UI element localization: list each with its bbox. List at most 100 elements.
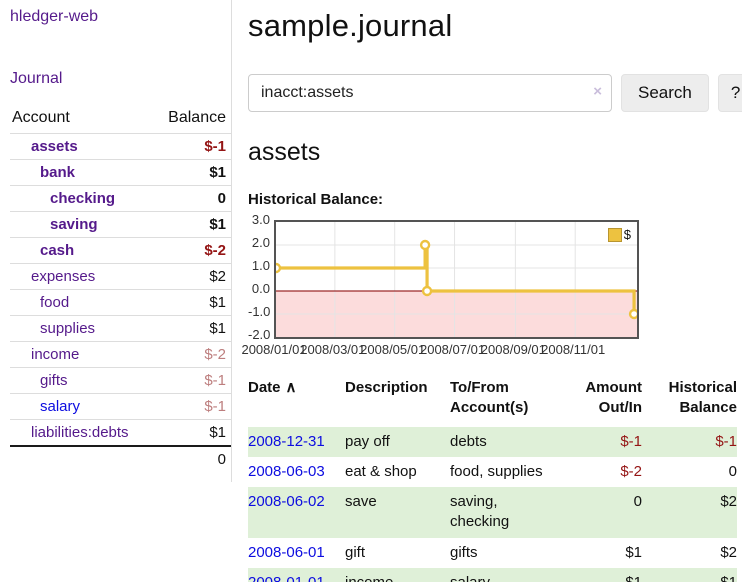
register-row: 2008-06-03 eat & shop food, supplies $-2… [248,457,737,487]
brand-link[interactable]: hledger-web [10,8,99,25]
account-row: food $1 [10,289,231,316]
account-link-saving[interactable]: saving [50,216,98,233]
account-link-liabilities-debts[interactable]: liabilities:debts [31,424,129,441]
transaction-amount: 0 [633,493,642,510]
transaction-date-link[interactable]: 2008-06-01 [248,543,325,561]
x-axis-tick: 2008/09/01 [480,342,546,357]
transaction-balance: $2 [720,543,737,561]
account-balance: $1 [209,164,226,181]
account-link-expenses[interactable]: expenses [31,268,96,285]
column-header-amount: Amount Out/In [585,379,642,417]
register-row: 2008-06-01 gift gifts $1 $2 [248,538,737,568]
chart-plot-area: $ [274,220,639,339]
account-row: assets $-1 [10,133,231,160]
account-row: liabilities:debts $1 [10,419,231,447]
transaction-accounts: debts [450,432,487,450]
account-balance: $1 [209,216,226,233]
account-row: salary $-1 [10,393,231,420]
account-link-food[interactable]: food [40,294,70,311]
column-header-date[interactable]: Date ∧ [248,379,297,396]
search-form: × Search ? [248,74,742,112]
transaction-description: eat & shop [345,462,417,480]
column-header-balance: Historical Balance [668,379,737,417]
transaction-description: income [345,568,450,582]
account-link-cash[interactable]: cash [40,242,75,259]
y-axis-tick: -1.0 [248,304,271,319]
search-box: × [248,74,612,112]
account-link-assets[interactable]: assets [31,138,78,155]
account-link-gifts[interactable]: gifts [40,372,68,389]
account-row: expenses $2 [10,263,231,290]
x-axis-tick: 2008/07/01 [419,342,486,357]
search-input[interactable] [248,74,612,112]
account-link-salary[interactable]: salary [40,398,81,415]
legend-label: $ [623,227,631,242]
y-axis-tick: -2.0 [248,327,271,342]
account-balance: $-1 [204,398,226,415]
transaction-date-link[interactable]: 2008-12-31 [248,432,325,450]
sort-ascending-icon: ∧ [285,379,297,396]
account-balance: $-2 [204,346,226,363]
accounts-header-account: Account [12,109,70,126]
sidebar-item-journal[interactable]: Journal [10,70,63,87]
account-heading: assets [248,138,321,166]
account-link-bank[interactable]: bank [40,164,76,181]
main-content: sample.journal × Search ? assets Histori… [232,0,742,582]
clear-search-icon[interactable]: × [593,83,602,100]
account-balance: $1 [209,424,226,441]
transaction-balance: $2 [720,493,737,510]
historical-balance-chart: $ 3.0 2.0 1.0 0.0 -1.0 -2.0 2008/01/01 2008/03/… [241,212,688,358]
account-balance: $2 [209,268,226,285]
transaction-date-link[interactable]: 2008-01-01 [248,574,325,582]
account-row: checking 0 [10,185,231,212]
transaction-date-link[interactable]: 2008-06-03 [248,462,325,480]
register-header-row: Date ∧ Description To/From Account(s) Amo… [248,376,737,427]
accounts-total-row: 0 [10,445,231,472]
transaction-date-link[interactable]: 2008-06-02 [248,493,325,510]
account-link-supplies[interactable]: supplies [40,320,96,337]
account-link-checking[interactable]: checking [50,190,116,207]
accounts-header-balance: Balance [168,109,226,126]
register-row: 2008-01-01 income salary $1 $1 [248,567,737,582]
chart-title: Historical Balance: [248,191,384,208]
accounts-total: 0 [152,445,231,472]
transaction-amount: $1 [625,543,642,561]
transaction-amount: $1 [568,568,642,582]
sidebar: hledger-web Journal Account Balance asse… [0,0,232,482]
transaction-accounts: salary [450,568,568,582]
transaction-accounts: food, supplies [450,462,543,480]
account-balance: $-1 [204,138,226,155]
account-balance: $-1 [204,372,226,389]
account-balance: $1 [209,294,226,311]
register-table: Date ∧ Description To/From Account(s) Amo… [248,376,737,582]
transaction-balance: $-1 [715,432,737,450]
transaction-description: save [345,493,377,510]
help-button[interactable]: ? [717,74,742,112]
account-row: gifts $-1 [10,367,231,394]
account-link-income[interactable]: income [31,346,80,363]
search-button[interactable]: Search [621,74,709,112]
account-row: bank $1 [10,159,231,186]
transaction-amount: $-2 [620,462,642,480]
x-axis-tick: 2008/11/01 [541,342,606,357]
chart-legend: $ [607,227,631,242]
y-axis-tick: 2.0 [251,235,270,250]
account-row: saving $1 [10,211,231,238]
account-row: cash $-2 [10,237,231,264]
transaction-description: pay off [345,432,390,450]
accounts-table: Account Balance assets $-1 bank $1 check… [10,104,231,472]
register-row: 2008-06-02 save saving, checking 0 $2 [248,487,737,538]
y-axis-tick: 3.0 [251,212,270,227]
accounts-header-row: Account Balance [10,104,231,134]
y-axis-tick: 0.0 [251,281,270,296]
y-axis-tick: 1.0 [251,258,270,273]
transaction-accounts: gifts [450,543,478,561]
transaction-description: gift [345,543,366,561]
page-title: sample.journal [248,8,453,43]
transaction-balance: 0 [728,462,737,480]
column-header-description: Description [345,379,428,396]
column-header-accounts: To/From Account(s) [450,379,529,417]
x-axis-tick: 2008/01/01 [241,342,307,357]
x-axis-tick: 2008/03/01 [300,342,366,357]
